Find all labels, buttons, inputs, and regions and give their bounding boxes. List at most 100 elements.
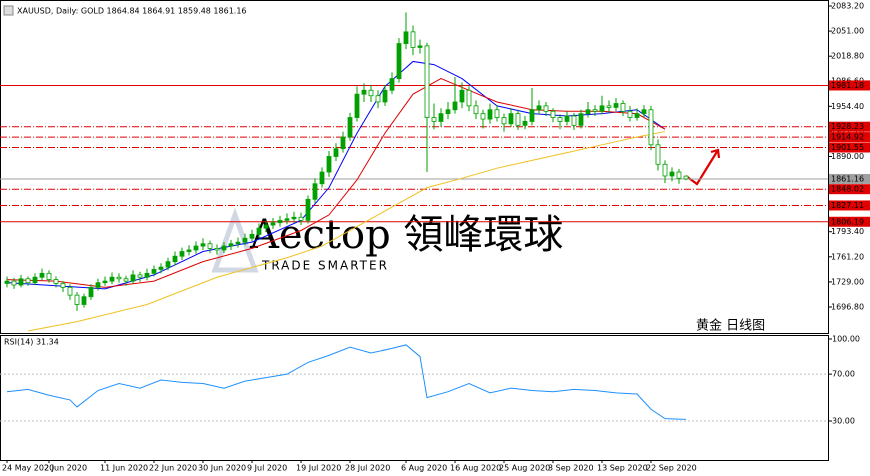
y-tick-label: 1761.20 bbox=[831, 252, 864, 261]
candle-body bbox=[347, 117, 353, 138]
level-label: 1914.92 bbox=[831, 133, 864, 142]
icon bbox=[3, 5, 14, 16]
candle-body bbox=[368, 89, 374, 97]
moving-average bbox=[27, 131, 666, 332]
level-label-bg bbox=[829, 216, 870, 227]
candle-body bbox=[151, 269, 157, 274]
level-label-bg bbox=[829, 184, 870, 195]
candle-body bbox=[676, 171, 682, 179]
candle-body bbox=[179, 251, 185, 257]
candle-body bbox=[116, 276, 122, 280]
candle-body bbox=[592, 109, 598, 112]
candle-body bbox=[473, 105, 479, 115]
level-label-bg bbox=[829, 173, 870, 184]
x-tick-label: 3 Sep 2020 bbox=[548, 464, 594, 473]
chart-title: XAUUSD, Daily: GOLD 1864.84 1864.91 1859… bbox=[17, 7, 247, 16]
candle-body bbox=[396, 43, 402, 79]
rsi-y-tick-label: 30.00 bbox=[832, 416, 855, 425]
candle-body bbox=[662, 163, 668, 177]
x-tick-label: 30 Jun 2020 bbox=[198, 464, 246, 473]
candle-body bbox=[158, 266, 164, 270]
candle-body bbox=[515, 113, 521, 126]
rsi-y-tick-label: 100.00 bbox=[832, 334, 860, 343]
level-label: 1827.11 bbox=[831, 201, 864, 210]
x-tick-label: 13 Sep 2020 bbox=[597, 464, 648, 473]
candle-body bbox=[333, 148, 339, 157]
candle-body bbox=[200, 243, 206, 247]
x-tick-label: 28 Jul 2020 bbox=[345, 464, 390, 473]
rsi-y-tick-label: 70.00 bbox=[832, 370, 855, 379]
candle-body bbox=[340, 136, 346, 150]
x-tick-label: 25 Aug 2020 bbox=[499, 464, 550, 473]
y-tick-label: 1696.80 bbox=[831, 302, 864, 311]
y-tick-label: 1954.40 bbox=[831, 102, 864, 111]
y-tick-label: 1729.00 bbox=[831, 277, 864, 286]
y-tick-label: 1890.00 bbox=[831, 152, 864, 161]
level-label-bg bbox=[829, 80, 870, 91]
level-label-bg bbox=[829, 142, 870, 153]
candle-body bbox=[67, 286, 73, 296]
candle-body bbox=[438, 113, 444, 122]
level-label: 1848.02 bbox=[831, 185, 864, 194]
x-tick-label: 24 May 2020 bbox=[2, 464, 54, 473]
candle-body bbox=[214, 248, 220, 251]
main-panel bbox=[0, 0, 829, 334]
candle-body bbox=[382, 89, 388, 103]
x-tick-label: 6 Aug 2020 bbox=[401, 464, 447, 473]
candle-body bbox=[578, 113, 584, 126]
candle-body bbox=[39, 272, 45, 278]
candle-body bbox=[284, 218, 290, 221]
candle-body bbox=[298, 216, 304, 221]
candle-body bbox=[417, 45, 423, 48]
candle-body bbox=[109, 276, 115, 282]
candle-body bbox=[11, 280, 17, 286]
candle-body bbox=[536, 105, 542, 111]
level-label-bg bbox=[829, 200, 870, 211]
candle-body bbox=[620, 103, 626, 112]
x-tick-label: 22 Sep 2020 bbox=[646, 464, 697, 473]
candle-body bbox=[18, 278, 24, 286]
candle-body bbox=[186, 249, 192, 252]
candle-body bbox=[571, 115, 577, 126]
candle-body bbox=[305, 198, 311, 221]
candle-body bbox=[235, 241, 241, 245]
candle-body bbox=[557, 117, 563, 122]
candle-body bbox=[543, 105, 549, 112]
candle-body bbox=[88, 286, 94, 298]
candle-body bbox=[403, 31, 409, 44]
candle-body bbox=[648, 109, 654, 146]
candle-body bbox=[508, 113, 514, 125]
candle-body bbox=[207, 243, 213, 249]
level-label-bg bbox=[829, 132, 870, 143]
candle-body bbox=[634, 113, 640, 118]
candle-body bbox=[501, 117, 507, 125]
candle-body bbox=[683, 175, 689, 180]
candle-body bbox=[165, 261, 171, 268]
candle-body bbox=[60, 283, 66, 288]
candle-body bbox=[487, 109, 493, 120]
candle-body bbox=[144, 272, 150, 278]
candle-body bbox=[263, 224, 269, 229]
candle-body bbox=[312, 183, 318, 200]
annotation: 黄金 日线图 bbox=[696, 318, 765, 334]
level-label: 1861.16 bbox=[831, 174, 864, 183]
rsi-panel bbox=[0, 335, 829, 461]
candle-body bbox=[627, 110, 633, 118]
candle-body bbox=[277, 219, 283, 224]
candle-body bbox=[228, 243, 234, 247]
candle-body bbox=[564, 115, 570, 122]
candle-body bbox=[431, 117, 437, 122]
candle-body bbox=[123, 278, 129, 282]
x-tick-label: 22 Jun 2020 bbox=[149, 464, 197, 473]
y-tick-label: 2051.00 bbox=[831, 27, 864, 36]
candle-body bbox=[137, 274, 143, 278]
candle-body bbox=[361, 89, 367, 95]
candle-body bbox=[53, 279, 59, 284]
candle-body bbox=[291, 216, 297, 220]
candle-body bbox=[613, 103, 619, 108]
candle-body bbox=[102, 280, 108, 284]
candle-body bbox=[242, 237, 248, 243]
x-tick-label: 19 Jul 2020 bbox=[296, 464, 341, 473]
x-tick-label: 9 Jul 2020 bbox=[247, 464, 287, 473]
x-tick-label: 16 Aug 2020 bbox=[450, 464, 501, 473]
